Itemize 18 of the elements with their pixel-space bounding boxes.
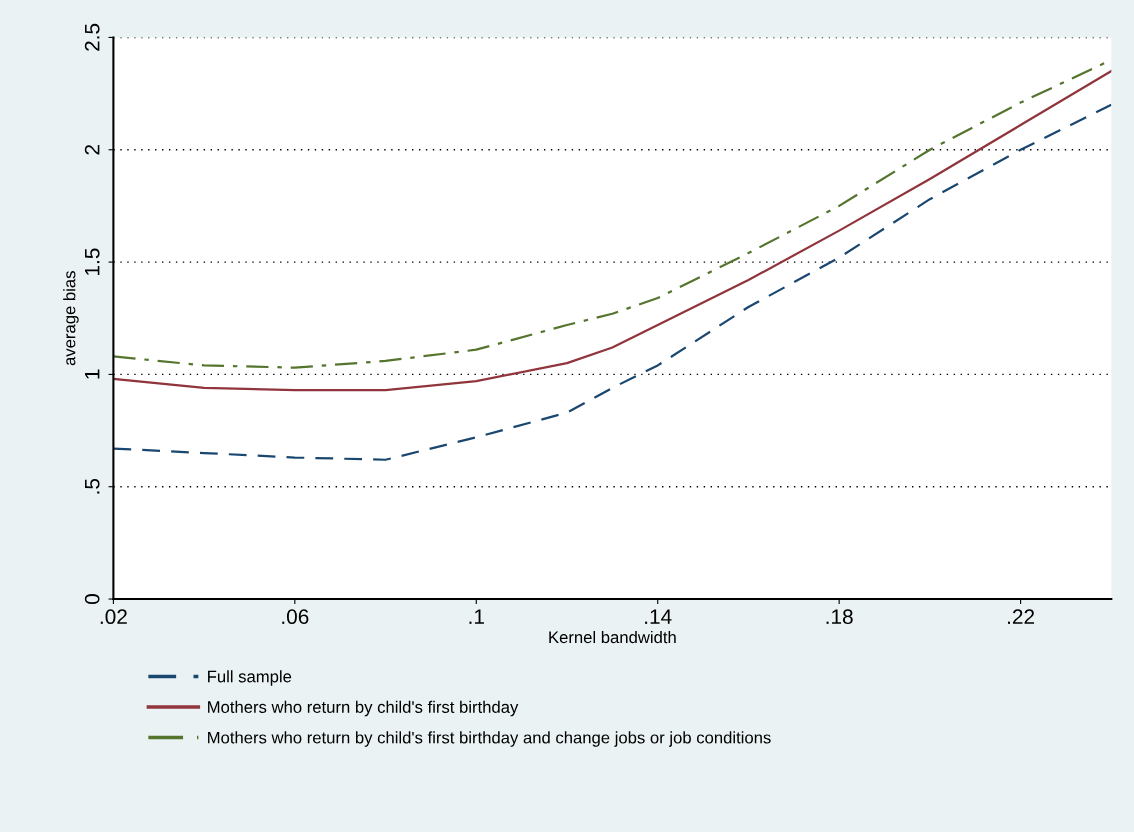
y-tick-label: 1 (85, 369, 100, 379)
y-tick-label: 0 (84, 594, 100, 605)
y-tick-label: 2 (84, 145, 100, 155)
x-tick-label: .18 (826, 609, 853, 625)
y-tick-label: .5 (85, 478, 100, 494)
x-tick-label: .22 (1008, 609, 1035, 624)
line-series (113, 103, 1112, 461)
x-tick-label: .14 (645, 609, 672, 624)
y-tick-label: 2.5 (84, 23, 100, 51)
legend-label: Mothers who return by child's first birthday and change jobs or job conditions (208, 731, 771, 747)
legend-label: Full sample (208, 670, 292, 686)
x-tick-label: .06 (282, 609, 309, 625)
legend-label: Mothers who return by child's first birthday (208, 700, 519, 717)
x-axis-title: Kernel bandwidth (549, 630, 676, 644)
y-tick-label: 1.5 (85, 248, 100, 275)
x-tick-label: .02 (100, 609, 127, 625)
x-tick-label: .1 (469, 609, 484, 624)
y-axis-title: average bias (63, 271, 79, 366)
